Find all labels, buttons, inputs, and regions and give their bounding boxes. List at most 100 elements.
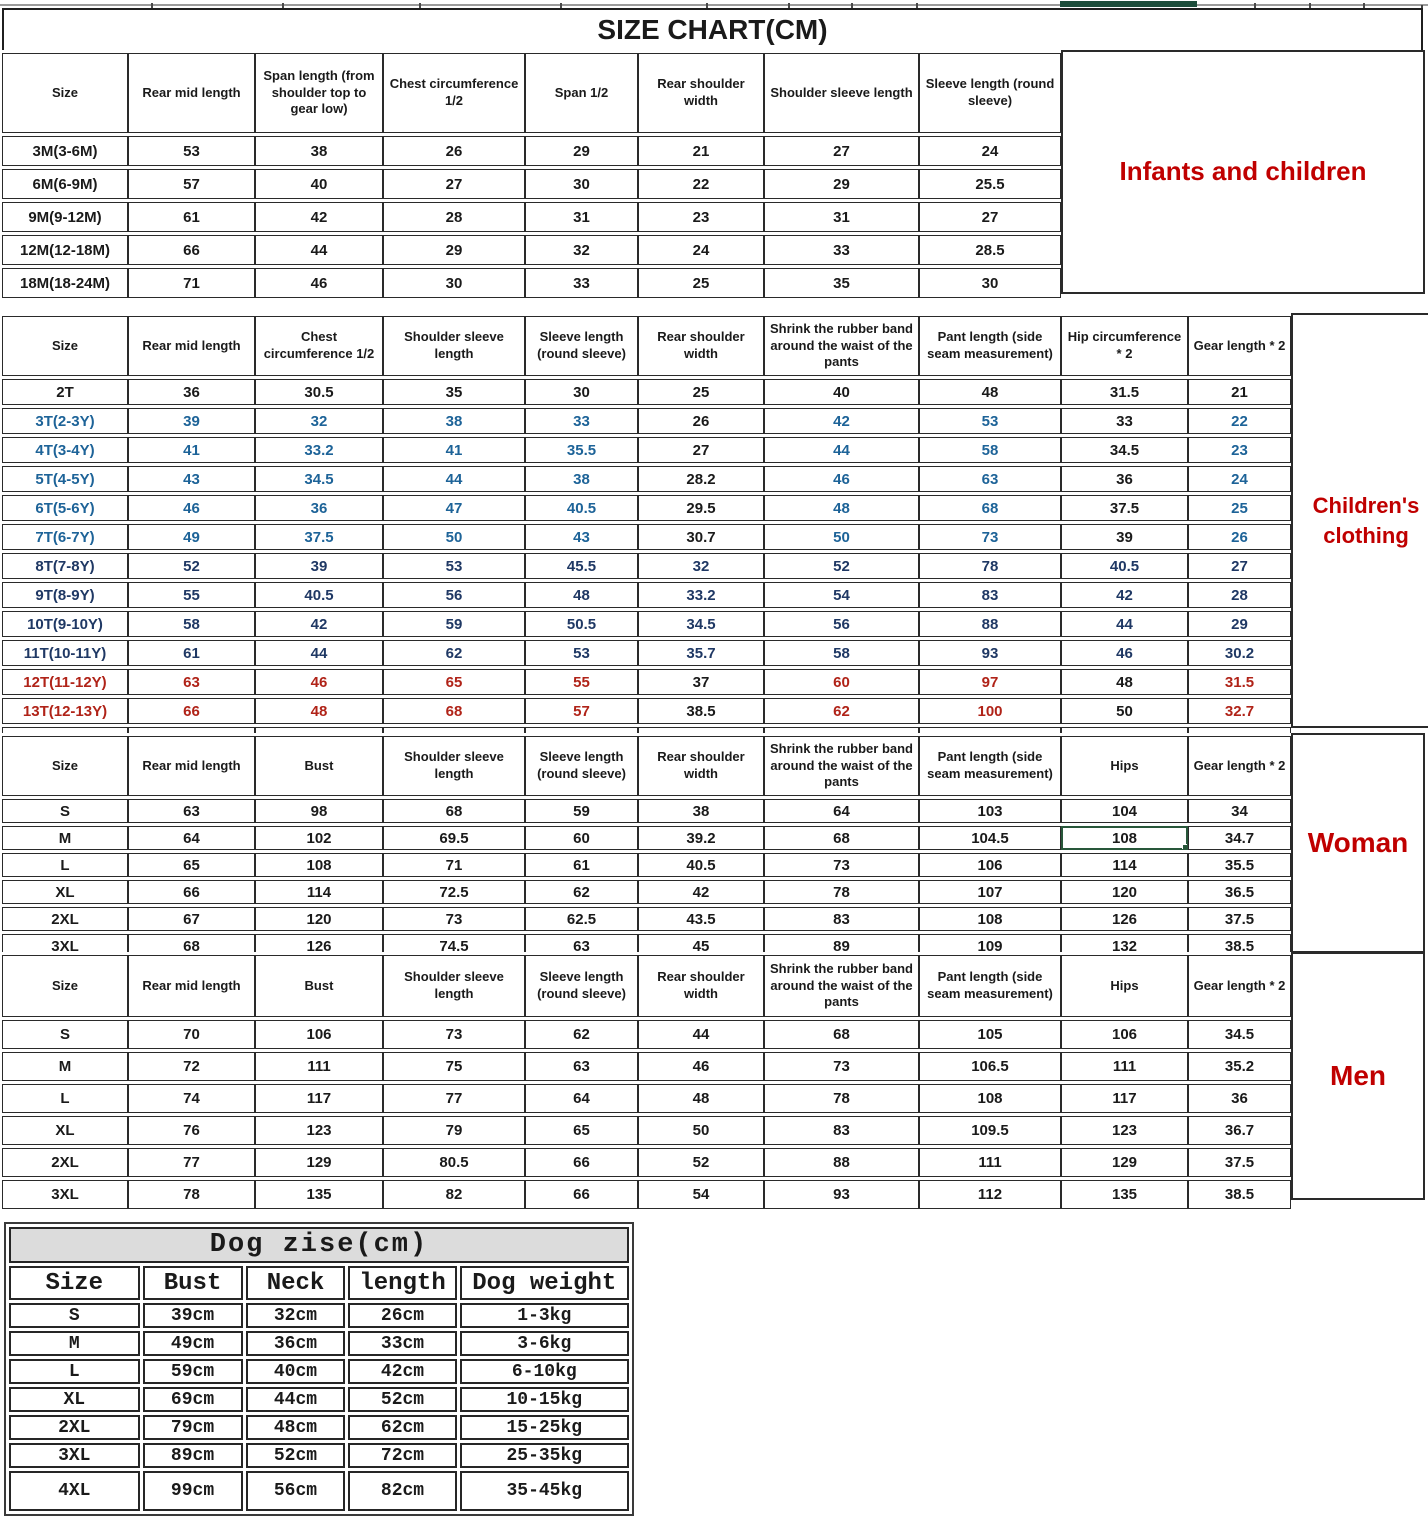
size-cell: 8T(7-8Y) — [2, 553, 128, 579]
table-row: 2T 36 30.5 35 30 25 40 48 31.5 21 — [2, 379, 1291, 405]
column-header: Hips — [1061, 955, 1188, 1017]
value-cell: 123 — [255, 1116, 383, 1145]
value-cell: 35.5 — [525, 437, 638, 463]
value-cell: 26cm — [348, 1303, 457, 1328]
value-cell: 23 — [638, 202, 764, 232]
value-cell: 114 — [1061, 853, 1188, 877]
table-row: M 72 111 75 63 46 73 106.5 111 35.2 — [2, 1052, 1291, 1081]
value-cell: 40.5 — [525, 495, 638, 521]
column-header: Pant length (side seam measurement) — [919, 736, 1061, 796]
value-cell: 73 — [764, 853, 919, 877]
value-cell: 38 — [255, 136, 383, 166]
value-cell: 52cm — [348, 1387, 457, 1412]
value-cell: 106 — [1061, 1020, 1188, 1049]
value-cell: 3-6kg — [459, 1331, 629, 1356]
value-cell: 108 — [1061, 826, 1188, 850]
value-cell: 123 — [1061, 1116, 1188, 1145]
value-cell: 40 — [255, 169, 383, 199]
value-cell: 38 — [383, 408, 525, 434]
value-cell: 76 — [128, 1116, 255, 1145]
size-cell: 13T(12-13Y) — [2, 698, 128, 724]
value-cell: 66 — [128, 235, 255, 265]
size-cell: S — [2, 799, 128, 823]
column-header: Rear mid length — [128, 316, 255, 376]
value-cell: 47 — [383, 495, 525, 521]
value-cell: 72 — [128, 1052, 255, 1081]
value-cell: 63 — [525, 1052, 638, 1081]
value-cell: 72.5 — [383, 880, 525, 904]
value-cell: 48 — [255, 698, 383, 724]
value-cell: 129 — [255, 1148, 383, 1177]
table-row: 3T(2-3Y) 39 32 38 33 26 42 53 33 22 — [2, 408, 1291, 434]
grid-tick — [706, 3, 708, 10]
column-header: Shrink the rubber band around the waist … — [764, 955, 919, 1017]
value-cell: 50 — [764, 524, 919, 550]
column-header: Sleeve length (round sleeve) — [525, 955, 638, 1017]
value-cell: 43 — [525, 524, 638, 550]
value-cell: 34.5 — [1188, 1020, 1291, 1049]
value-cell: 40.5 — [255, 582, 383, 608]
column-header: Bust — [142, 1266, 243, 1300]
value-cell: 56 — [764, 611, 919, 637]
value-cell: 49 — [128, 524, 255, 550]
size-cell: 10T(9-10Y) — [2, 611, 128, 637]
value-cell: 103 — [919, 799, 1061, 823]
value-cell: 32 — [255, 408, 383, 434]
value-cell: 45.5 — [525, 553, 638, 579]
value-cell: 52 — [128, 553, 255, 579]
column-header: Shoulder sleeve length — [383, 316, 525, 376]
value-cell: 42 — [764, 408, 919, 434]
column-header: Dog weight — [459, 1266, 629, 1300]
value-cell: 73 — [764, 1052, 919, 1081]
size-cell: 9T(8-9Y) — [2, 582, 128, 608]
value-cell: 22 — [638, 169, 764, 199]
size-cell: M — [9, 1331, 140, 1356]
children-label: Children's clothing — [1291, 313, 1428, 728]
table-row: 4XL 99cm 56cm 82cm 35-45kg — [9, 1471, 629, 1511]
value-cell: 65 — [383, 669, 525, 695]
value-cell: 44cm — [245, 1387, 346, 1412]
men-table: Size Rear mid length Bust Shoulder sleeve l… — [2, 952, 1291, 1212]
value-cell: 35.5 — [1188, 853, 1291, 877]
size-cell: M — [2, 826, 128, 850]
value-cell: 34.5 — [1061, 437, 1188, 463]
value-cell: 68 — [383, 799, 525, 823]
table-row: 11T(10-11Y) 61 44 62 53 35.7 58 93 46 30.2 — [2, 640, 1291, 666]
value-cell: 36 — [128, 379, 255, 405]
value-cell: 29 — [764, 169, 919, 199]
table-row: 12M(12-18M) 66 44 29 32 24 33 28.5 — [2, 235, 1061, 265]
grid-top-line — [0, 4, 1428, 6]
size-cell: 4T(3-4Y) — [2, 437, 128, 463]
size-chart-title: SIZE CHART(CM) — [2, 8, 1423, 52]
value-cell: 78 — [919, 553, 1061, 579]
size-cell: 2T — [2, 379, 128, 405]
value-cell: 50 — [638, 1116, 764, 1145]
value-cell: 62.5 — [525, 907, 638, 931]
value-cell: 55 — [128, 582, 255, 608]
value-cell: 48 — [1061, 669, 1188, 695]
size-cell: 3XL — [9, 1443, 140, 1468]
size-cell: 9M(9-12M) — [2, 202, 128, 232]
size-cell: 3M(3-6M) — [2, 136, 128, 166]
value-cell: 58 — [764, 640, 919, 666]
value-cell: 65 — [128, 853, 255, 877]
value-cell: 27 — [764, 136, 919, 166]
value-cell: 111 — [1061, 1052, 1188, 1081]
value-cell: 46 — [128, 495, 255, 521]
value-cell: 68 — [764, 826, 919, 850]
value-cell: 6-10kg — [459, 1359, 629, 1384]
value-cell: 64 — [128, 826, 255, 850]
value-cell: 48 — [764, 495, 919, 521]
value-cell: 44 — [255, 640, 383, 666]
value-cell: 61 — [525, 853, 638, 877]
selected-column-highlight — [1060, 1, 1197, 7]
column-header: Rear mid length — [128, 736, 255, 796]
value-cell: 1-3kg — [459, 1303, 629, 1328]
infants-label: Infants and children — [1061, 50, 1425, 294]
value-cell: 46 — [255, 669, 383, 695]
value-cell: 48 — [919, 379, 1061, 405]
size-cell: M — [2, 1052, 128, 1081]
column-header: Gear length * 2 — [1188, 736, 1291, 796]
value-cell: 61 — [128, 640, 255, 666]
dog-table-title: Dog zise(cm) — [9, 1227, 629, 1263]
